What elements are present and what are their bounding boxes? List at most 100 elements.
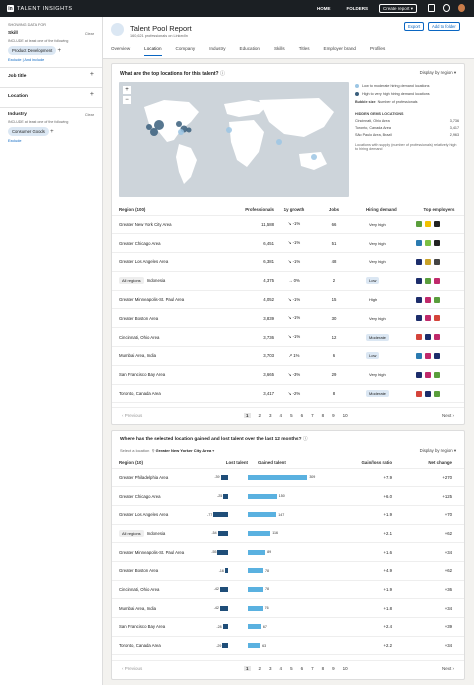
skill-clear-link[interactable]: Clear <box>84 32 94 36</box>
add-location-icon[interactable]: + <box>89 91 94 98</box>
employer-logo-icon[interactable] <box>416 240 422 247</box>
skill-and-include-link[interactable]: And include <box>24 58 45 62</box>
region-name[interactable]: Cincinnati, Ohio Area <box>119 334 160 340</box>
select-location[interactable]: Select a location ⚲ Greater New Yorker C… <box>120 448 215 453</box>
col-professionals[interactable]: Professionals <box>224 204 274 216</box>
table-row[interactable]: All regions Indonesia -54 116 +2.1 +62 <box>112 524 464 544</box>
table-row[interactable]: Mumbai Area, India 3,703 ↗ 1% 6 Low <box>112 346 464 366</box>
tab-employer-brand[interactable]: Employer brand <box>323 46 356 51</box>
table-row[interactable]: Cincinnati, Ohio Area 3,736 ↘ -1% 12 Moderat… <box>112 327 464 348</box>
create-report-button[interactable]: Create report ▾ <box>379 4 418 13</box>
region-name[interactable]: Greater Minneapolis-St. Paul Area <box>119 297 185 303</box>
zoom-out-button[interactable]: − <box>123 96 131 104</box>
location-bubble[interactable] <box>311 154 317 160</box>
avatar[interactable] <box>458 4 465 12</box>
region-name[interactable]: Mumbai Area, India <box>119 605 157 611</box>
tab-skills[interactable]: Skills <box>273 46 285 51</box>
page-number[interactable]: 1 <box>244 666 251 671</box>
table-row[interactable]: Greater Minneapolis-St. Paul Area 4,052 ↘ … <box>112 290 464 310</box>
employer-logo-icon[interactable] <box>416 258 422 265</box>
region-name[interactable]: Toronto, Canada Area <box>119 391 161 397</box>
region-name[interactable]: Toronto, Canada Area <box>119 643 161 649</box>
info-icon[interactable]: ⓘ <box>220 71 226 77</box>
employer-logo-icon[interactable] <box>416 371 422 378</box>
page-number[interactable]: 1 <box>244 413 251 418</box>
employer-logo-icon[interactable] <box>434 315 440 322</box>
table-row[interactable]: Toronto, Canada Area -29 63 +2.2 +34 <box>112 636 464 656</box>
table-row[interactable]: Greater New York City Area 11,588 ↘ -1% 66 V… <box>112 215 464 235</box>
document-icon[interactable] <box>428 4 435 12</box>
col-growth[interactable]: 1y growth <box>274 204 314 216</box>
page-number[interactable]: 10 <box>342 666 348 671</box>
employer-logo-icon[interactable] <box>434 221 440 228</box>
table-row[interactable]: Greater Los Angeles Area -77 147 +1.9 +70 <box>112 505 464 525</box>
page-number[interactable]: 3 <box>269 666 272 671</box>
employer-logo-icon[interactable] <box>425 390 431 397</box>
table-row[interactable]: Greater Los Angeles Area 6,381 ↘ -1% 48 Very… <box>112 252 464 272</box>
display-by-dropdown[interactable]: Display by region ▾ <box>419 70 456 75</box>
table-row[interactable]: Greater Chicago Area -25 150 +6.0 +125 <box>112 486 464 506</box>
location-bubble[interactable] <box>226 127 232 133</box>
col-net-change[interactable]: Net change <box>392 457 464 469</box>
nav-home[interactable]: HOME <box>317 6 331 11</box>
world-map[interactable]: + − <box>119 82 349 197</box>
table-row[interactable]: San Francisco Bay Area 3,665 ↘ -3% 29 Very h… <box>112 365 464 385</box>
employer-logo-icon[interactable] <box>434 334 440 341</box>
previous-button[interactable]: ‹ Previous <box>122 413 143 418</box>
add-job-title-icon[interactable]: + <box>89 71 94 78</box>
next-button[interactable]: Next › <box>441 413 454 418</box>
table-row[interactable]: All regions Indonesia 4,375 → 0% 2 Low <box>112 271 464 291</box>
employer-logo-icon[interactable] <box>434 240 440 247</box>
employer-logo-icon[interactable] <box>434 258 440 265</box>
tab-education[interactable]: Education <box>239 46 260 51</box>
page-number[interactable]: 9 <box>332 666 335 671</box>
employer-logo-icon[interactable] <box>434 352 440 359</box>
previous-button-2[interactable]: ‹ Previous <box>122 666 143 671</box>
tab-overview[interactable]: Overview <box>111 46 131 51</box>
page-number[interactable]: 6 <box>300 666 304 671</box>
add-industry-icon[interactable]: + <box>50 129 54 135</box>
page-number[interactable]: 8 <box>321 413 325 418</box>
col-region[interactable]: Region (100) <box>112 204 224 216</box>
filter-location[interactable]: Location + <box>0 88 102 108</box>
region-name[interactable]: Greater Chicago Area <box>119 240 161 246</box>
employer-logo-icon[interactable] <box>434 390 440 397</box>
industry-pill[interactable]: Consumer Goods <box>8 127 49 136</box>
employer-logo-icon[interactable] <box>434 371 440 378</box>
region-name[interactable]: Greater Chicago Area <box>119 493 161 499</box>
page-number[interactable]: 3 <box>269 413 272 418</box>
employer-logo-icon[interactable] <box>425 334 431 341</box>
page-number[interactable]: 9 <box>332 413 335 418</box>
region-name[interactable]: Greater Philadelphia Area <box>119 474 169 480</box>
table-row[interactable]: San Francisco Bay Area -28 67 +2.4 +39 <box>112 617 464 637</box>
col-gained-talent[interactable]: Gained talent <box>248 457 340 469</box>
page-number[interactable]: 2 <box>258 666 262 671</box>
location-bubble[interactable] <box>150 128 158 136</box>
region-name[interactable]: Greater Boston Area <box>119 568 159 574</box>
page-number[interactable]: 5 <box>290 413 293 418</box>
page-number[interactable]: 4 <box>279 666 283 671</box>
region-name[interactable]: Indonesia <box>146 530 166 536</box>
next-button-2[interactable]: Next › <box>441 666 454 671</box>
page-number[interactable]: 8 <box>321 666 325 671</box>
tab-profiles[interactable]: Profiles <box>369 46 386 51</box>
employer-logo-icon[interactable] <box>416 352 422 359</box>
filter-job-title[interactable]: Job title + <box>0 68 102 88</box>
table-row[interactable]: Toronto, Canada Area 3,417 ↘ -2% 8 Moderate <box>112 384 464 404</box>
region-name[interactable]: San Francisco Bay Area <box>119 372 166 378</box>
employer-logo-icon[interactable] <box>425 277 431 284</box>
employer-logo-icon[interactable] <box>416 221 422 228</box>
employer-logo-icon[interactable] <box>434 277 440 284</box>
employer-logo-icon[interactable] <box>425 258 431 265</box>
display-by-dropdown-2[interactable]: Display by region ▾ <box>419 448 456 453</box>
industry-clear-link[interactable]: Clear <box>84 113 94 117</box>
location-bubble[interactable] <box>154 120 164 130</box>
region-name[interactable]: Greater New York City Area <box>119 221 172 227</box>
col-hiring-demand[interactable]: Hiring demand <box>354 204 414 216</box>
industry-exclude-link[interactable]: Exclude <box>8 139 22 143</box>
skill-exclude-link[interactable]: Exclude <box>8 58 22 62</box>
info-icon[interactable]: ⓘ <box>302 437 308 442</box>
page-number[interactable]: 7 <box>311 666 314 671</box>
table-row[interactable]: Greater Boston Area -16 78 +4.9 +62 <box>112 561 464 581</box>
employer-logo-icon[interactable] <box>416 277 422 284</box>
